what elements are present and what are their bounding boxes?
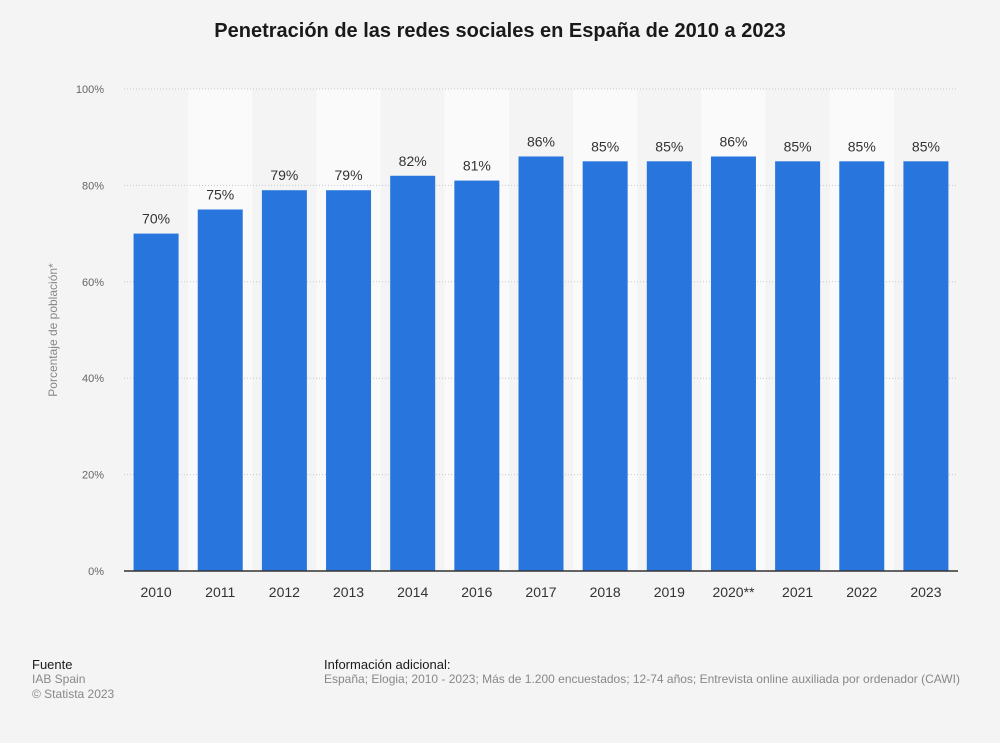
source-block: Fuente IAB Spain © Statista 2023: [32, 657, 114, 702]
bar-value-label: 85%: [784, 138, 812, 154]
chart-title: Penetración de las redes sociales en Esp…: [214, 20, 786, 42]
source-line-1: IAB Spain: [32, 672, 86, 686]
source-line-2: © Statista 2023: [32, 687, 115, 701]
bar-value-label: 85%: [591, 138, 619, 154]
y-tick-label: 40%: [82, 373, 104, 385]
x-tick-label: 2021: [782, 584, 813, 600]
bar-value-label: 85%: [848, 138, 876, 154]
y-tick-label: 20%: [82, 470, 104, 482]
bar-value-label: 79%: [335, 167, 363, 183]
bar: [518, 156, 564, 572]
bar: [261, 190, 307, 571]
bars: [133, 156, 949, 572]
x-tick-label: 2022: [846, 584, 877, 600]
bar-value-label: 75%: [206, 187, 234, 203]
x-tick-label: 2012: [269, 584, 300, 600]
x-tick-label: 2016: [461, 584, 492, 600]
bar-value-label: 79%: [270, 167, 298, 183]
bar: [582, 161, 628, 572]
y-tick-label: 0%: [88, 566, 104, 578]
bar: [197, 209, 243, 571]
bar-value-label: 86%: [527, 133, 555, 149]
bar: [326, 190, 372, 571]
source-heading: Fuente: [32, 657, 73, 672]
bar-value-label: 85%: [655, 138, 683, 154]
x-tick-label: 2019: [654, 584, 685, 600]
x-tick-label: 2020**: [712, 584, 755, 600]
x-tick-label: 2014: [397, 584, 428, 600]
bar: [646, 161, 692, 572]
x-tick-label: 2013: [333, 584, 364, 600]
x-tick-label: 2017: [525, 584, 556, 600]
bar: [903, 161, 949, 572]
bar-value-label: 81%: [463, 158, 491, 174]
bar: [133, 233, 179, 571]
bar-value-label: 70%: [142, 211, 170, 227]
x-axis-ticks: 2010 2011 2012 2013 2014 2016 2017 2018 2019 2020…: [140, 584, 941, 600]
info-block: Información adicional: España; Elogia; 2…: [324, 657, 960, 687]
y-tick-label: 100%: [76, 84, 104, 96]
y-axis-title: Porcentaje de población*: [46, 263, 60, 397]
bar-value-label: 85%: [912, 138, 940, 154]
y-axis-ticks: 0% 20% 40% 60% 80% 100%: [76, 84, 104, 578]
x-tick-label: 2023: [910, 584, 941, 600]
x-tick-label: 2010: [140, 584, 171, 600]
bar-value-label: 82%: [399, 153, 427, 169]
bar-value-labels: 70% 75% 79% 79% 82% 81% 86% 85% 85% 86% 85% 85% 85%: [142, 133, 940, 226]
x-tick-label: 2018: [590, 584, 621, 600]
bar: [710, 156, 756, 572]
info-text: España; Elogia; 2010 - 2023; Más de 1.20…: [324, 672, 960, 686]
bar: [454, 180, 500, 571]
bar: [390, 175, 436, 571]
y-tick-label: 80%: [82, 180, 104, 192]
bar-value-label: 86%: [719, 133, 747, 149]
bar: [775, 161, 821, 572]
x-tick-label: 2011: [205, 584, 235, 600]
y-tick-label: 60%: [82, 277, 104, 289]
info-heading: Información adicional:: [324, 657, 451, 672]
bar: [839, 161, 885, 572]
